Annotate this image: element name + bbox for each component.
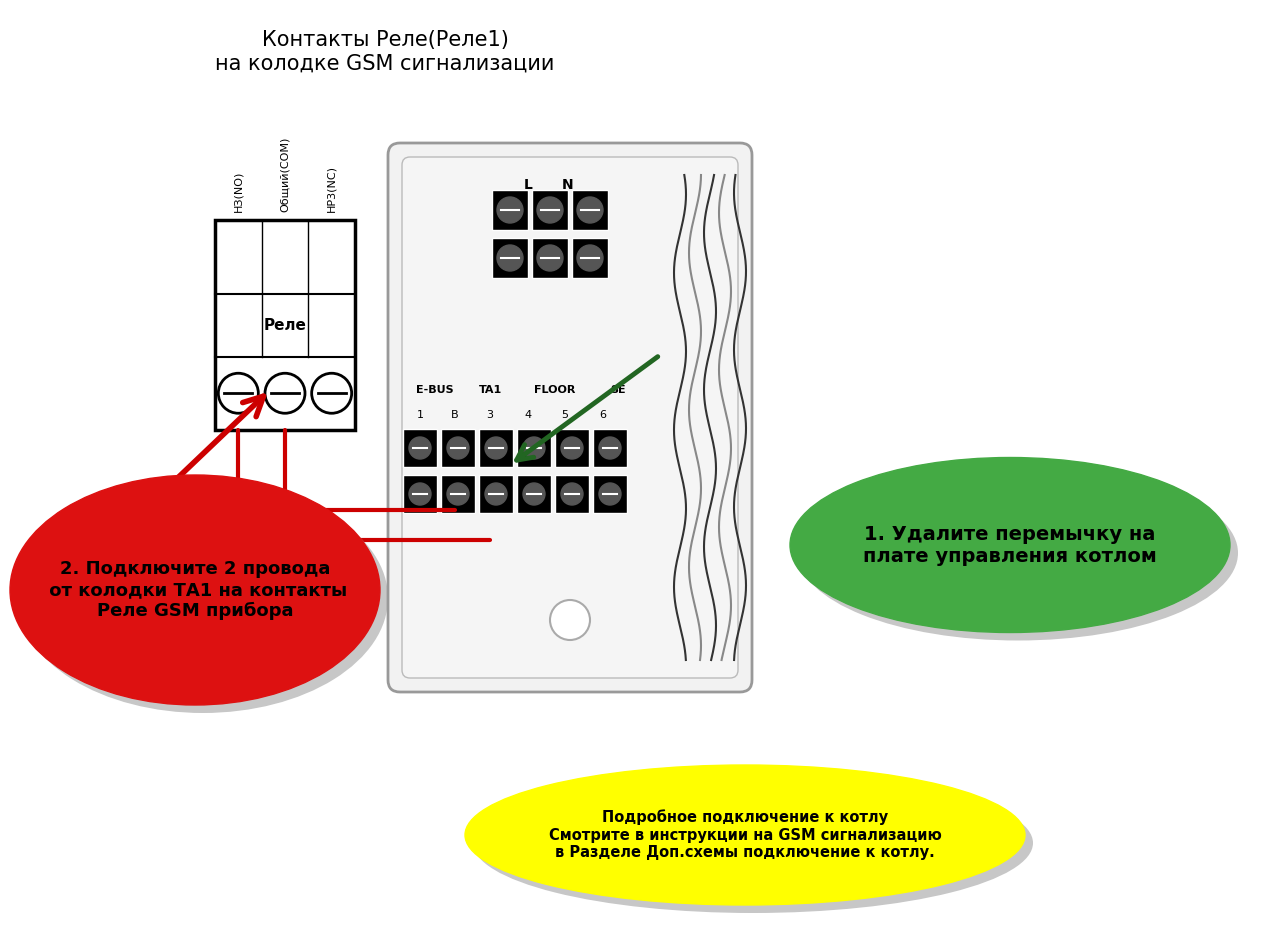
- Ellipse shape: [790, 457, 1230, 633]
- FancyBboxPatch shape: [492, 190, 529, 230]
- FancyBboxPatch shape: [442, 429, 475, 467]
- Circle shape: [485, 437, 507, 459]
- Circle shape: [410, 437, 431, 459]
- FancyBboxPatch shape: [593, 429, 627, 467]
- FancyBboxPatch shape: [556, 429, 589, 467]
- FancyBboxPatch shape: [479, 475, 513, 513]
- Ellipse shape: [465, 765, 1025, 905]
- Text: SE: SE: [611, 385, 626, 395]
- Circle shape: [561, 437, 582, 459]
- FancyBboxPatch shape: [442, 475, 475, 513]
- Circle shape: [524, 483, 545, 505]
- Circle shape: [550, 600, 590, 640]
- FancyBboxPatch shape: [517, 429, 550, 467]
- Ellipse shape: [10, 475, 380, 705]
- FancyBboxPatch shape: [532, 238, 568, 278]
- Circle shape: [538, 245, 563, 271]
- FancyBboxPatch shape: [532, 190, 568, 230]
- Text: 5: 5: [562, 410, 568, 420]
- Circle shape: [497, 245, 524, 271]
- FancyBboxPatch shape: [402, 157, 739, 678]
- Text: НР3(NC): НР3(NC): [326, 165, 337, 212]
- FancyBboxPatch shape: [572, 190, 608, 230]
- Text: Контакты Реле(Реле1)
на колодке GSM сигнализации: Контакты Реле(Реле1) на колодке GSM сигн…: [215, 30, 554, 73]
- Text: 2. Подключите 2 провода
 от колодки ТА1 на контакты
Реле GSM прибора: 2. Подключите 2 провода от колодки ТА1 н…: [42, 560, 347, 620]
- Text: N: N: [562, 178, 573, 192]
- Circle shape: [311, 373, 352, 413]
- Text: 6: 6: [599, 410, 607, 420]
- Circle shape: [561, 483, 582, 505]
- Text: L: L: [524, 178, 532, 192]
- Circle shape: [577, 197, 603, 223]
- Text: B: B: [451, 410, 458, 420]
- Text: Общий(COM): Общий(COM): [280, 137, 291, 212]
- Circle shape: [265, 373, 305, 413]
- Circle shape: [599, 437, 621, 459]
- FancyBboxPatch shape: [479, 429, 513, 467]
- FancyBboxPatch shape: [517, 475, 550, 513]
- Text: FLOOR: FLOOR: [534, 385, 576, 395]
- Circle shape: [485, 483, 507, 505]
- Circle shape: [497, 197, 524, 223]
- Text: Реле: Реле: [264, 317, 306, 332]
- Circle shape: [524, 437, 545, 459]
- FancyBboxPatch shape: [215, 220, 355, 430]
- Ellipse shape: [474, 773, 1033, 913]
- Ellipse shape: [18, 483, 388, 713]
- Text: E-BUS: E-BUS: [416, 385, 454, 395]
- FancyBboxPatch shape: [492, 238, 529, 278]
- Circle shape: [599, 483, 621, 505]
- Text: 3: 3: [486, 410, 494, 420]
- Circle shape: [447, 483, 468, 505]
- FancyBboxPatch shape: [403, 475, 436, 513]
- FancyBboxPatch shape: [388, 143, 753, 692]
- Circle shape: [538, 197, 563, 223]
- FancyBboxPatch shape: [593, 475, 627, 513]
- Circle shape: [447, 437, 468, 459]
- Circle shape: [410, 483, 431, 505]
- Text: TA1: TA1: [479, 385, 502, 395]
- FancyBboxPatch shape: [572, 238, 608, 278]
- Text: 4: 4: [525, 410, 531, 420]
- Text: Подробное подключение к котлу
Смотрите в инструкции на GSM сигнализацию
в Раздел: Подробное подключение к котлу Смотрите в…: [549, 809, 941, 860]
- Circle shape: [219, 373, 259, 413]
- Text: 1. Удалите перемычку на
плате управления котлом: 1. Удалите перемычку на плате управления…: [863, 525, 1157, 565]
- FancyBboxPatch shape: [403, 429, 436, 467]
- Text: 1: 1: [416, 410, 424, 420]
- Circle shape: [577, 245, 603, 271]
- FancyBboxPatch shape: [556, 475, 589, 513]
- Ellipse shape: [797, 466, 1238, 640]
- Text: НЗ(NO): НЗ(NO): [233, 171, 243, 212]
